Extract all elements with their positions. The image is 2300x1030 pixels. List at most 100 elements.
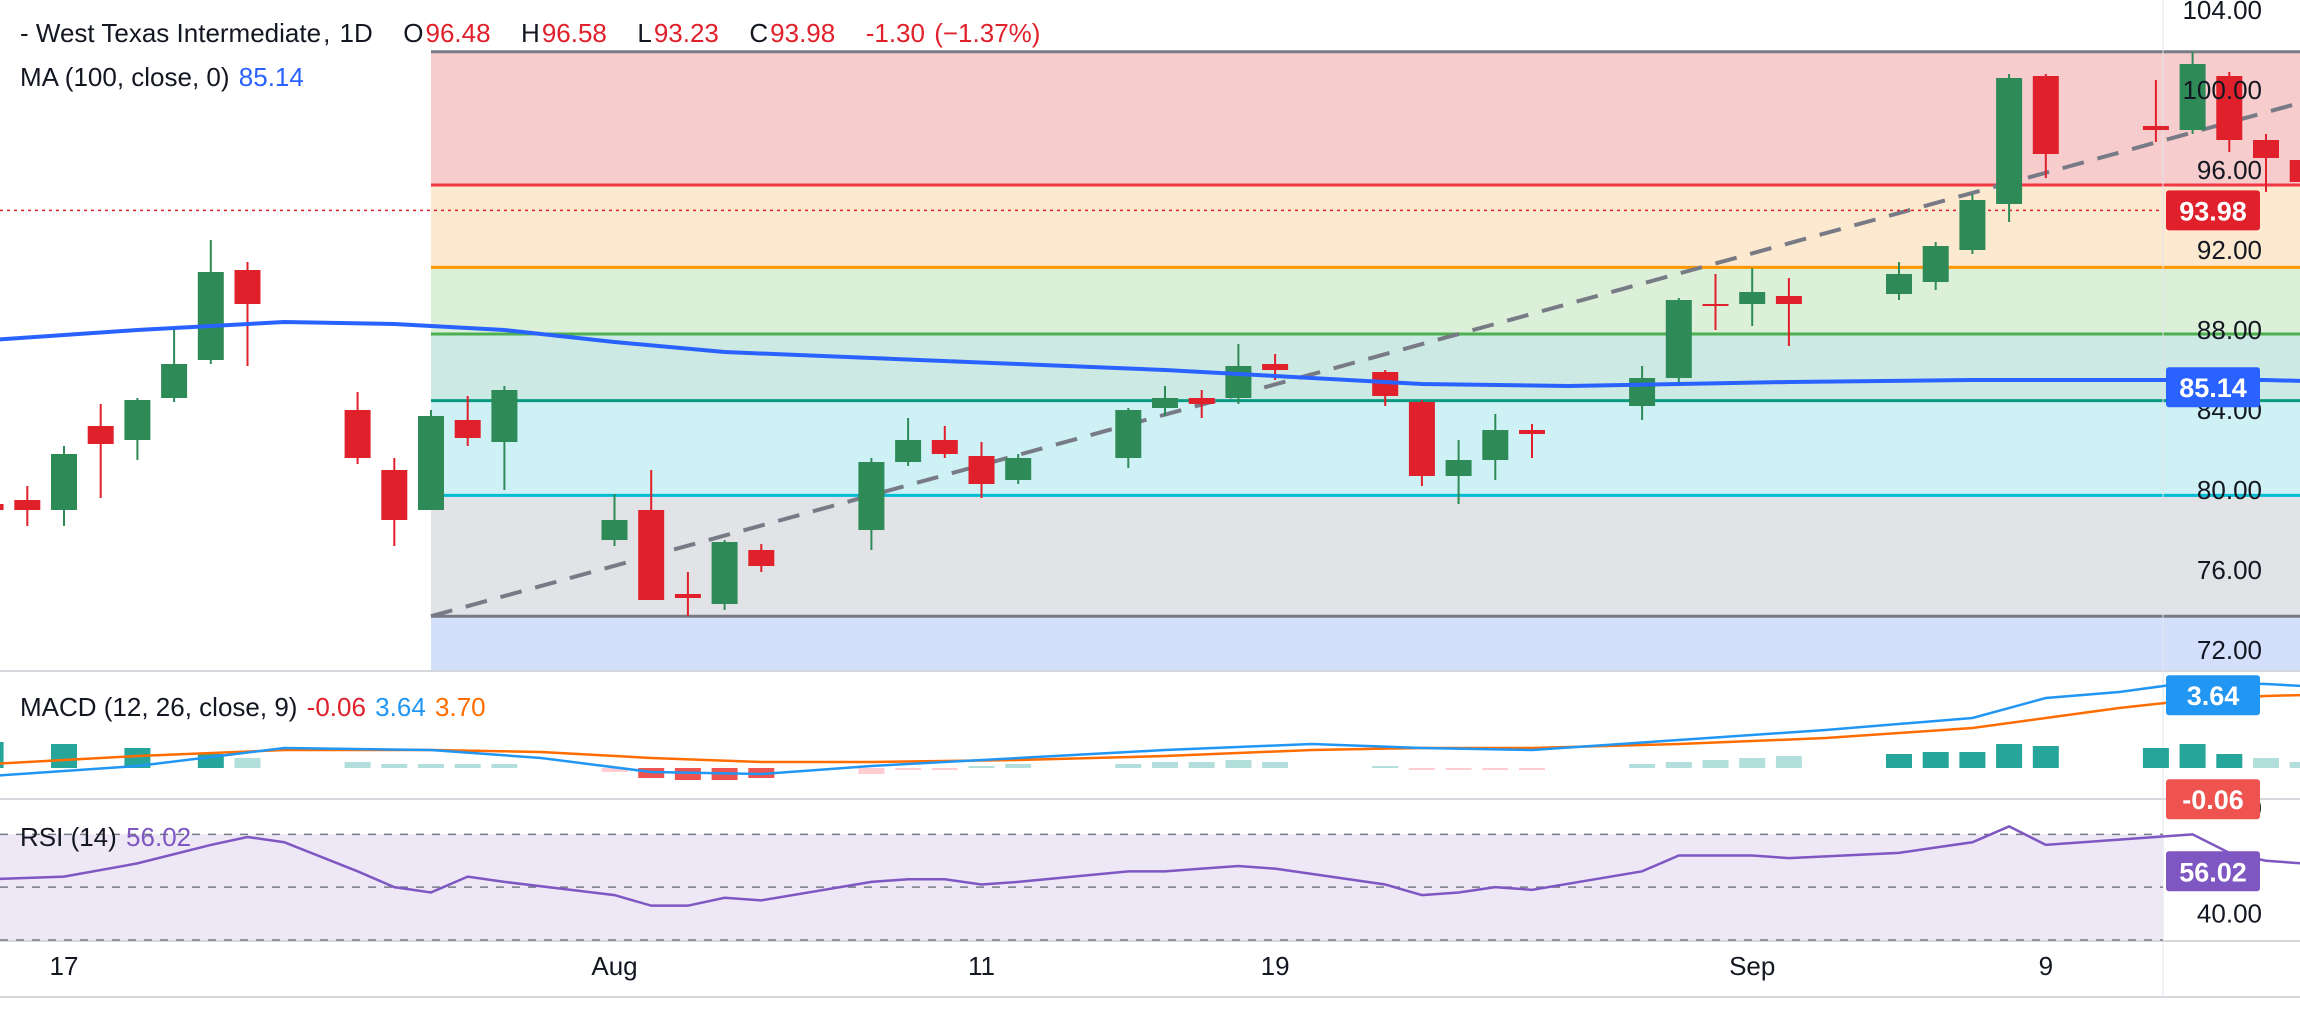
- price-tick-label: 88.00: [2197, 315, 2262, 345]
- macd-histogram-bar: [234, 758, 261, 768]
- macd-histogram-bar: [895, 768, 922, 770]
- candle-body: [0, 504, 4, 510]
- ma-legend[interactable]: MA (100, close, 0) 85.14: [20, 62, 306, 93]
- symbol-interval: 1D: [339, 18, 373, 48]
- macd-histogram-bar: [124, 748, 151, 768]
- last-price-badge: 93.98: [2179, 196, 2247, 226]
- macd-histogram-bar: [454, 764, 481, 768]
- candle-body: [1408, 402, 1435, 476]
- candle-body: [2142, 126, 2169, 130]
- candle-body: [1225, 366, 1252, 398]
- candle-body: [1996, 78, 2023, 204]
- candle-body: [1739, 292, 1766, 304]
- fib-zone: [431, 495, 2300, 617]
- price-tick-label: 72.00: [2197, 635, 2262, 665]
- date-tick-label: Sep: [1729, 951, 1775, 981]
- macd-histogram-bar: [674, 768, 701, 780]
- macd-signal-line: [0, 693, 2300, 765]
- macd-histogram-bar: [1922, 752, 1949, 768]
- macd-histogram-bar: [1629, 764, 1656, 768]
- fib-trendline: [0, 100, 2300, 619]
- macd-histogram-bar: [2142, 748, 2169, 768]
- open-label: O: [403, 18, 424, 48]
- ma-line[interactable]: [0, 319, 2300, 389]
- candle-body: [1152, 398, 1178, 408]
- last-price-badge-bg: [2166, 190, 2260, 231]
- dashed-trendline: [430, 100, 2300, 619]
- rsi-legend-label: RSI (14): [20, 822, 117, 852]
- rsi-pane[interactable]: [0, 825, 2300, 941]
- candle-body: [234, 270, 261, 304]
- candle-body: [2032, 76, 2059, 154]
- price-tick-label: 96.00: [2197, 155, 2262, 185]
- macd-legend-macd: 3.64: [375, 692, 426, 722]
- macd-histogram-bar: [1188, 762, 1215, 768]
- rsi-legend[interactable]: RSI (14) 56.02: [20, 822, 193, 853]
- candle-body: [1005, 458, 1032, 480]
- macd-histogram-bar: [1152, 762, 1178, 768]
- candle-body: [2253, 140, 2279, 158]
- macd-histogram-bar: [1225, 760, 1252, 768]
- macd-histogram-bar: [2032, 746, 2059, 768]
- macd-histogram-bar: [1262, 762, 1289, 768]
- date-tick-label: Aug: [591, 951, 637, 981]
- price-badges: 93.98 85.14 3.64 -0.06 56.02: [2166, 190, 2260, 892]
- macd-legend-signal: 3.70: [435, 692, 486, 722]
- candle-body: [674, 594, 701, 598]
- macd-histogram-bar: [2289, 762, 2300, 768]
- candle-body: [87, 426, 114, 444]
- candle-body: [454, 420, 481, 438]
- candle-body: [1519, 430, 1545, 434]
- high-value: 96.58: [541, 18, 607, 48]
- macd-histogram-bar: [1445, 768, 1472, 770]
- macd-legend[interactable]: MACD (12, 26, close, 9) -0.06 3.64 3.70: [20, 692, 488, 723]
- macd-line: [0, 680, 2300, 777]
- rsi-band: [0, 834, 2163, 940]
- symbol-legend[interactable]: - West Texas Intermediate, 1D O96.48 H96…: [20, 18, 1041, 48]
- close-value: 93.98: [770, 18, 836, 48]
- fibonacci-retracement[interactable]: 0 (101.91)0.236 (95.25)0.382 (91.13)0.5 …: [431, 34, 2300, 670]
- macd-pane[interactable]: [0, 680, 2300, 780]
- candle-body: [895, 440, 922, 462]
- candle-body: [491, 390, 518, 442]
- candle-body: [1959, 200, 1986, 250]
- candle-body: [1775, 296, 1802, 304]
- macd-histogram-bar: [601, 768, 628, 772]
- macd-legend-hist: -0.06: [306, 692, 366, 722]
- price-tick-label: 100.00: [2182, 75, 2262, 105]
- macd-histogram-bar: [2179, 744, 2206, 768]
- hist-badge-bg: [2166, 779, 2260, 820]
- price-tick-label: 104.00: [2182, 0, 2262, 25]
- macd-badge: 3.64: [2187, 681, 2240, 711]
- rsi-tick-label: 40.00: [2197, 899, 2262, 929]
- candle-body: [1188, 398, 1215, 404]
- candle-body: [197, 272, 224, 360]
- candle-body: [1702, 304, 1729, 306]
- macd-legend-label: MACD (12, 26, close, 9): [20, 692, 298, 722]
- rsi-badge: 56.02: [2179, 857, 2247, 887]
- price-tick-label: 76.00: [2197, 555, 2262, 585]
- rsi-legend-value: 56.02: [126, 822, 192, 852]
- candle-body: [1629, 378, 1656, 406]
- candle-body: [344, 410, 371, 458]
- candle-body: [1262, 364, 1289, 370]
- macd-histogram-bar: [51, 744, 77, 768]
- rsi-badge-bg: [2166, 851, 2260, 892]
- candles[interactable]: [0, 52, 2300, 616]
- macd-histogram-bar: [418, 764, 444, 768]
- low-label: L: [637, 18, 652, 48]
- macd-badge-bg: [2166, 675, 2260, 716]
- fib-zone: [431, 400, 2300, 496]
- date-tick-label: 9: [2039, 951, 2053, 981]
- macd-histogram-bar: [1996, 744, 2023, 768]
- macd-histogram-bar: [1372, 766, 1399, 768]
- candle-body: [2216, 76, 2243, 140]
- candle-body: [2289, 160, 2300, 182]
- candle-body: [1922, 246, 1949, 282]
- macd-histogram-bar: [491, 764, 518, 768]
- fib-zone: [431, 334, 2300, 401]
- macd-histogram-bar: [2216, 754, 2243, 768]
- fib-zone: [431, 185, 2300, 268]
- candle-body: [161, 364, 188, 398]
